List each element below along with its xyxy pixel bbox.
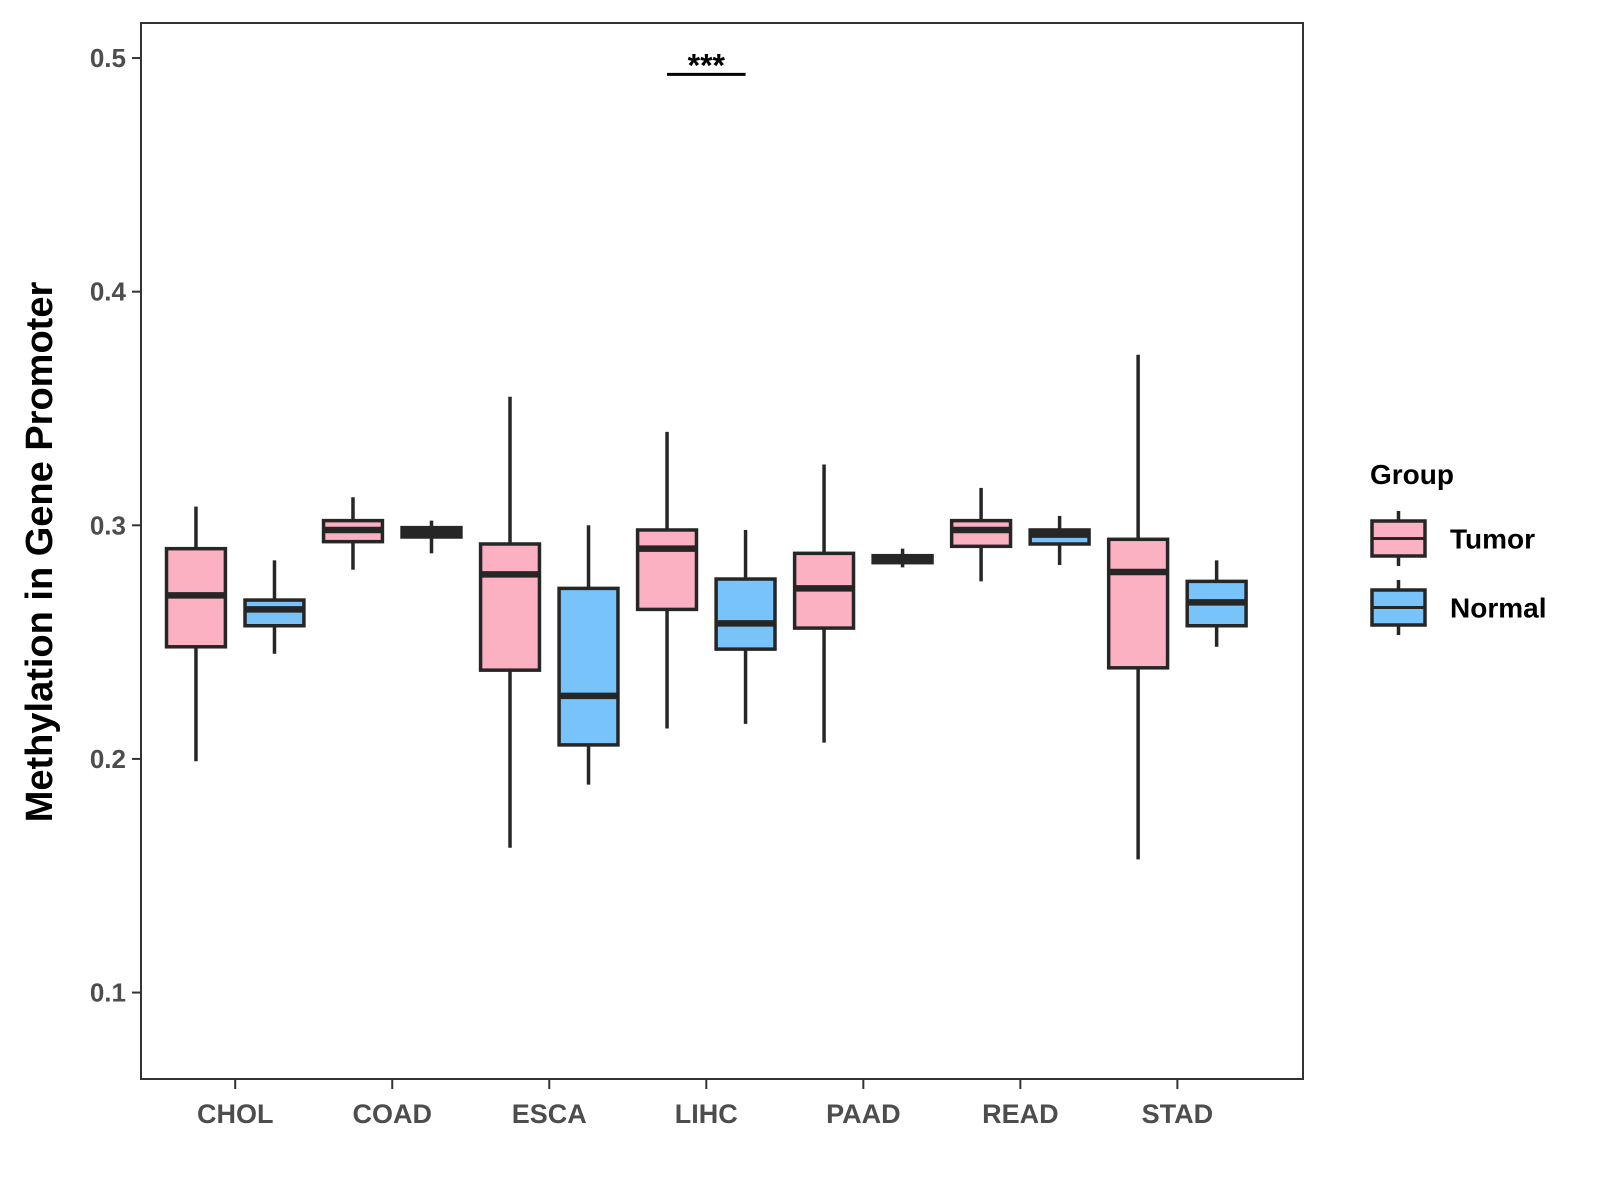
- box-tumor-chol: [164, 506, 228, 762]
- x-tick-label: ESCA: [512, 1099, 587, 1129]
- legend-title: Group: [1370, 459, 1454, 490]
- box-normal-stad: [1185, 560, 1248, 647]
- box-normal-chol: [243, 560, 306, 654]
- y-tick-label: 0.4: [90, 277, 127, 307]
- significance-annotations: ***: [667, 47, 746, 83]
- y-tick-label: 0.1: [90, 978, 126, 1008]
- legend-entry-tumor: Tumor: [1370, 511, 1535, 566]
- iqr-box: [714, 577, 777, 651]
- x-tick-label: CHOL: [197, 1099, 274, 1129]
- iqr-box: [557, 586, 620, 747]
- x-tick-label: PAAD: [826, 1099, 901, 1129]
- legend-entries: Tumor Normal: [1370, 511, 1546, 635]
- box-normal-lihc: [714, 529, 777, 724]
- box-series: [164, 354, 1248, 860]
- box-tumor-paad: [792, 464, 856, 743]
- x-axis: CHOL COAD ESCA LIHC PAAD READ STAD: [197, 1079, 1213, 1129]
- x-tick-label: COAD: [352, 1099, 432, 1129]
- iqr-box: [1106, 537, 1170, 670]
- box-normal-coad: [400, 520, 463, 554]
- x-tick-label: STAD: [1142, 1099, 1214, 1129]
- legend-label: Normal: [1450, 593, 1546, 624]
- legend-entry-normal: Normal: [1370, 580, 1546, 635]
- box-tumor-esca: [478, 396, 542, 848]
- x-tick-label: READ: [982, 1099, 1059, 1129]
- box-normal-read: [1028, 515, 1091, 566]
- iqr-box: [243, 598, 306, 628]
- legend: Group Tumor Normal: [1370, 459, 1546, 635]
- y-tick-label: 0.3: [90, 510, 126, 540]
- legend-label: Tumor: [1450, 524, 1535, 555]
- box-tumor-stad: [1106, 354, 1170, 860]
- box-normal-esca: [557, 525, 620, 785]
- box-tumor-lihc: [635, 431, 699, 729]
- y-tick-label: 0.5: [90, 43, 126, 73]
- iqr-box: [949, 518, 1013, 549]
- x-tick-label: LIHC: [675, 1099, 738, 1129]
- box-normal-paad: [871, 548, 934, 568]
- box-tumor-read: [949, 487, 1013, 582]
- box-tumor-coad: [321, 497, 385, 570]
- iqr-box: [478, 542, 542, 672]
- significance-label: ***: [688, 47, 726, 83]
- y-tick-label: 0.2: [90, 744, 126, 774]
- iqr-box: [635, 528, 699, 612]
- y-axis-title: Methylation in Gene Promoter: [19, 282, 61, 823]
- y-axis: 0.1 0.2 0.3 0.4 0.5: [90, 43, 141, 1008]
